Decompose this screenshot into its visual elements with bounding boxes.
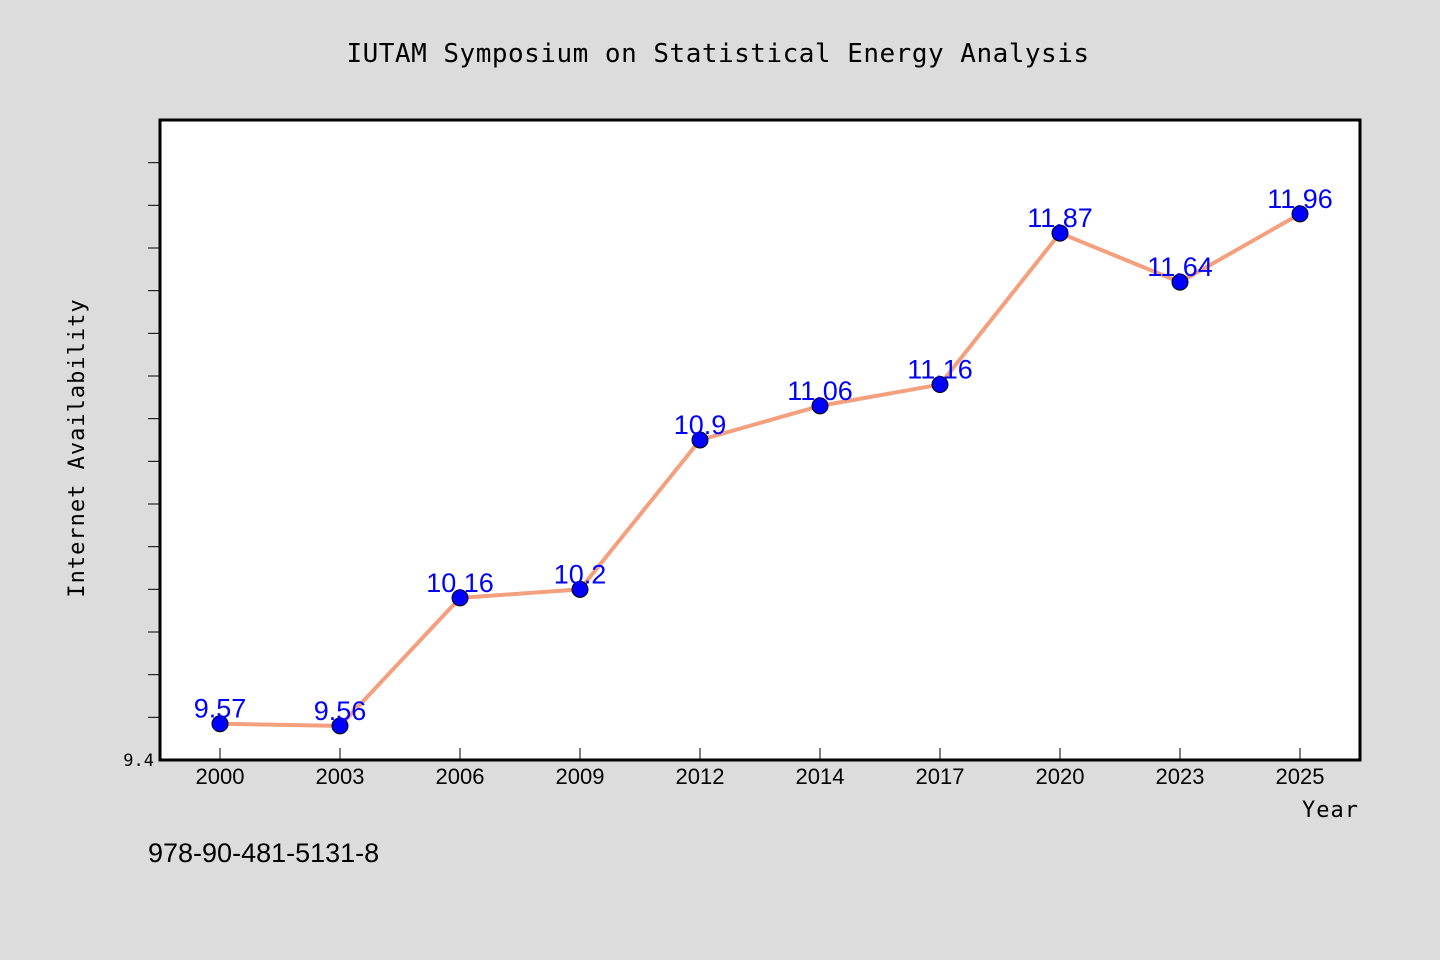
data-labels-layer: 9.57 9.56 10.16 10.2 10.9 11.06 11.16 11.87 11.6…: [194, 184, 1333, 726]
y-tick-label: 9.4: [123, 751, 154, 771]
series-layer: [211, 205, 1309, 735]
x-tick-label: 2009: [556, 764, 605, 789]
plot-area: [158, 118, 1362, 762]
data-label: 11.96: [1267, 184, 1333, 214]
data-label: 9.57: [194, 694, 247, 724]
data-point: [571, 580, 589, 598]
data-label: 11.87: [1027, 203, 1093, 233]
x-tick-label: 2017: [916, 764, 965, 789]
y-axis-ticks: 9.4: [123, 162, 160, 771]
data-point: [331, 717, 349, 735]
isbn-text: 978-90-481-5131-8: [148, 838, 379, 868]
x-tick-label: 2000: [196, 764, 245, 789]
data-label: 10.9: [674, 410, 727, 440]
y-axis-label: Internet Availability: [65, 298, 90, 597]
x-tick-label: 2023: [1156, 764, 1205, 789]
x-tick-label: 2014: [796, 764, 845, 789]
x-tick-label: 2012: [676, 764, 725, 789]
data-point: [691, 431, 709, 449]
data-point: [811, 397, 829, 415]
data-label: 11.64: [1147, 252, 1213, 282]
data-label: 10.16: [426, 568, 494, 598]
x-tick-label: 2006: [436, 764, 485, 789]
x-tick-label: 2025: [1276, 764, 1325, 789]
data-label: 11.16: [907, 355, 973, 385]
data-point: [931, 376, 949, 394]
series-line: [218, 211, 1302, 728]
x-tick-label: 2020: [1036, 764, 1085, 789]
data-point: [1171, 273, 1189, 291]
data-label: 11.06: [787, 376, 853, 406]
data-label: 10.2: [554, 559, 607, 589]
x-axis-label: Year: [1302, 798, 1359, 823]
data-label: 9.56: [314, 696, 367, 726]
x-tick-label: 2003: [316, 764, 365, 789]
chart-title: IUTAM Symposium on Statistical Energy An…: [346, 39, 1089, 69]
x-axis-ticks: 2000 2003 2006 2009 2012 2014 2017 2020 2023 2025: [196, 748, 1325, 789]
data-point: [211, 715, 229, 733]
data-point: [1291, 205, 1309, 223]
data-point: [1051, 224, 1069, 242]
data-point: [451, 589, 469, 607]
